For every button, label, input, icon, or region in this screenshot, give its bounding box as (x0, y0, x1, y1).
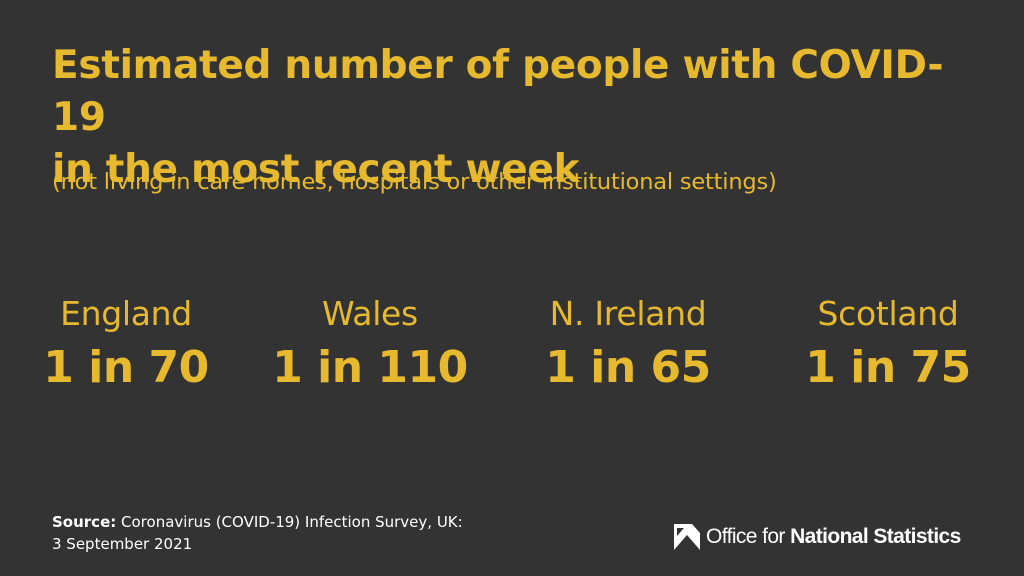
region-stats: England 1 in 70 Wales 1 in 110 N. Irelan… (0, 288, 1024, 408)
ons-logo: Office for National Statistics (674, 522, 961, 552)
ons-logo-text: Office for National Statistics (706, 525, 961, 549)
region-value: 1 in 75 (805, 342, 971, 393)
page-subtitle: (not living in care homes, hospitals or … (52, 169, 777, 195)
ons-logo-prefix: Office for (706, 525, 785, 548)
source-note: Source: Coronavirus (COVID-19) Infection… (52, 511, 552, 555)
title-line-2: in the most recent week (52, 147, 580, 192)
ons-logo-name: National Statistics (790, 525, 961, 548)
source-date: 3 September 2021 (52, 535, 193, 553)
title-line-1: Estimated number of people with COVID-19 (52, 43, 944, 140)
region-value: 1 in 110 (272, 342, 468, 393)
region-name: Scotland (817, 294, 959, 333)
region-n-ireland: N. Ireland 1 in 65 (508, 288, 748, 396)
source-label: Source: (52, 513, 117, 531)
region-wales: Wales 1 in 110 (250, 288, 490, 396)
region-name: England (60, 294, 192, 333)
region-value: 1 in 70 (43, 342, 209, 393)
source-text: Coronavirus (COVID-19) Infection Survey,… (121, 513, 463, 531)
region-name: N. Ireland (549, 294, 707, 333)
region-england: England 1 in 70 (6, 288, 246, 396)
page-title: Estimated number of people with COVID-19… (52, 40, 992, 196)
region-scotland: Scotland 1 in 75 (768, 288, 1008, 396)
ons-logo-icon (674, 524, 700, 550)
region-value: 1 in 65 (545, 342, 711, 393)
region-name: Wales (322, 294, 418, 333)
